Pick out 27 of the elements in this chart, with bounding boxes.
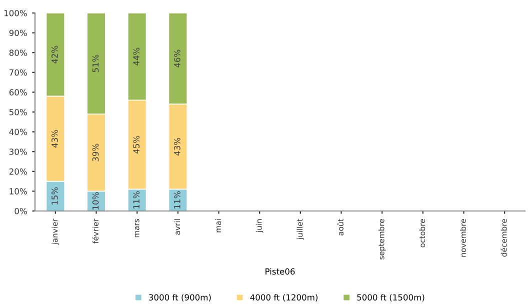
y-tick-label: 0% xyxy=(14,208,27,214)
data-label: 46% xyxy=(174,50,180,68)
data-label: 42% xyxy=(52,46,58,64)
data-label: 15% xyxy=(52,187,58,204)
y-tick-label: 60% xyxy=(9,89,27,96)
y-tick-label: 30% xyxy=(9,148,27,155)
x-axis-title: Piste06 xyxy=(266,268,295,275)
data-label: 10% xyxy=(92,192,99,210)
y-tick-label: 70% xyxy=(10,69,27,76)
data-label: 44% xyxy=(133,48,140,66)
data-label: 45% xyxy=(133,136,140,154)
y-tick-label: 40% xyxy=(9,128,27,136)
data-label: 51% xyxy=(92,54,99,72)
y-tick-label: 20% xyxy=(9,168,27,175)
legend-label: 5000 ft (1500m) xyxy=(357,294,424,302)
y-tick-label: 100% xyxy=(4,10,27,16)
legend-label: 4000 ft (1200m) xyxy=(250,294,318,302)
data-label: 43% xyxy=(52,130,58,148)
y-tick-label: 80% xyxy=(9,50,27,56)
data-label: 39% xyxy=(92,144,99,162)
y-tick-label: 10% xyxy=(10,188,27,194)
y-tick-label: 50% xyxy=(9,108,27,116)
data-label: 43% xyxy=(174,138,180,156)
data-label: 11% xyxy=(133,191,140,208)
y-tick-label: 90% xyxy=(9,30,27,36)
legend-label: 3000 ft (900m) xyxy=(149,294,211,302)
data-label: 11% xyxy=(174,191,180,208)
